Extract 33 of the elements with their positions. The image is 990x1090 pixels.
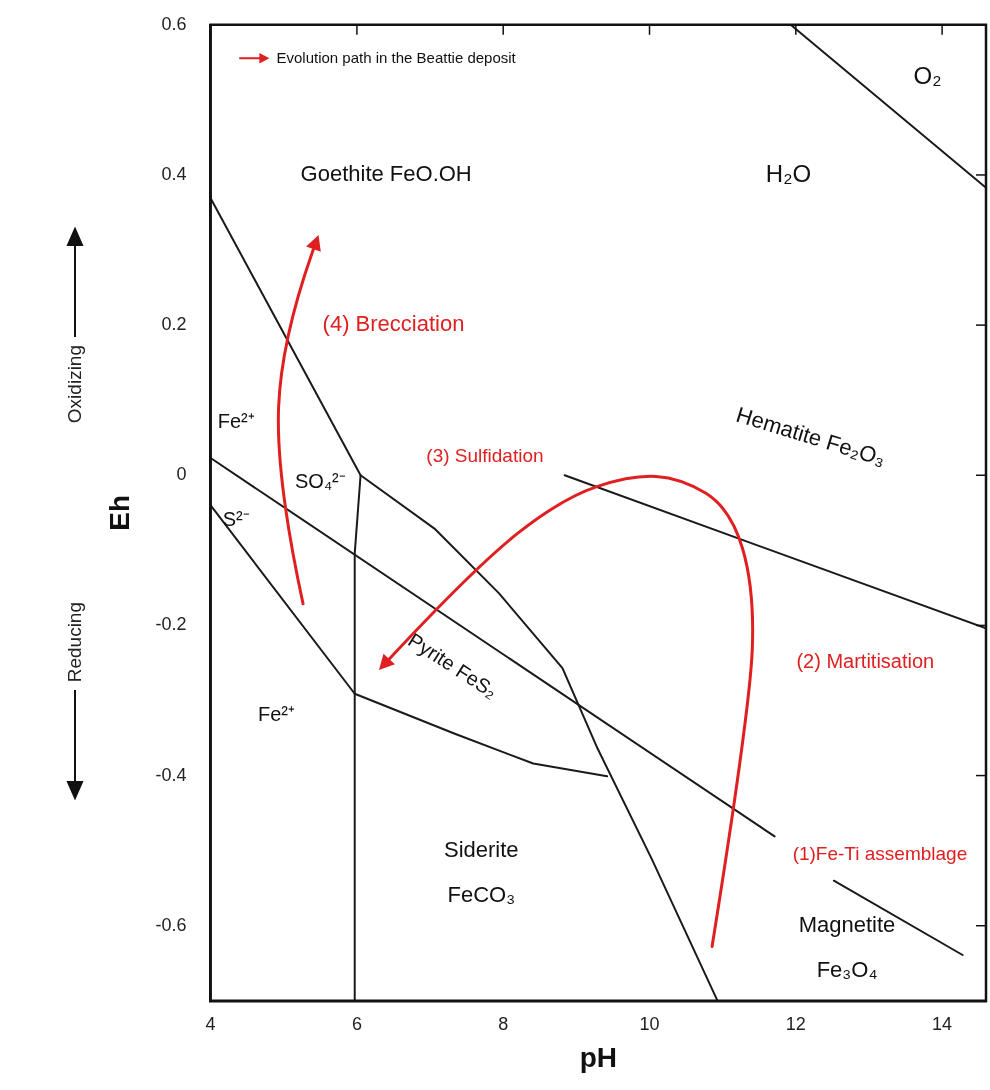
annotation: Siderite bbox=[443, 836, 519, 862]
annotation: O₂ bbox=[913, 61, 942, 89]
annotation: (3) Sulfidation bbox=[426, 444, 544, 466]
annotation: Evolution path in the Beattie deposit bbox=[276, 48, 517, 66]
y-tick-label: -0.4 bbox=[155, 764, 187, 785]
y-axis-title: Eh bbox=[103, 494, 135, 531]
annotation: H₂O bbox=[765, 159, 812, 187]
x-tick-label: 10 bbox=[639, 1013, 660, 1034]
annotation: Fe²⁺ bbox=[217, 410, 255, 433]
x-axis-title: pH bbox=[579, 1041, 617, 1073]
annotation: (4) Brecciation bbox=[322, 311, 465, 337]
y-tick-label: 0.6 bbox=[161, 13, 187, 34]
y-tick-label: 0 bbox=[176, 464, 187, 485]
x-tick-label: 4 bbox=[205, 1013, 216, 1034]
annotation: Fe₃O₄ bbox=[816, 956, 878, 982]
x-tick-label: 14 bbox=[932, 1013, 953, 1034]
y-tick-label: -0.2 bbox=[155, 614, 187, 635]
annotation: Magnetite bbox=[798, 911, 896, 937]
annotation: (2) Martitisation bbox=[796, 650, 935, 673]
y-tick-label: 0.2 bbox=[161, 314, 187, 335]
y-tick-label: 0.4 bbox=[161, 163, 187, 184]
x-tick-label: 6 bbox=[351, 1013, 362, 1034]
text: Reducing bbox=[64, 601, 86, 682]
x-tick-label: 12 bbox=[785, 1013, 806, 1034]
text: Oxidizing bbox=[64, 344, 86, 423]
annotation: S²⁻ bbox=[222, 507, 250, 530]
annotation: SO₄²⁻ bbox=[294, 470, 346, 493]
annotation: Goethite FeO.OH bbox=[300, 161, 472, 187]
annotation: FeCO₃ bbox=[447, 881, 516, 907]
y-tick-label: -0.6 bbox=[155, 914, 187, 935]
x-tick-label: 8 bbox=[498, 1013, 509, 1034]
annotation: Fe²⁺ bbox=[257, 703, 295, 726]
annotation: (1)Fe-Ti assemblage bbox=[792, 842, 968, 864]
